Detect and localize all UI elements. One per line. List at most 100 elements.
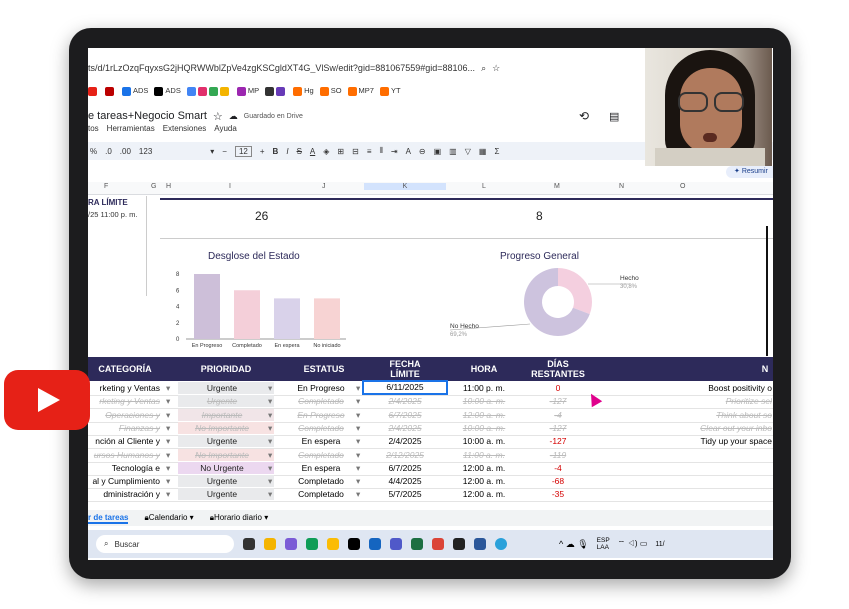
dropdown-icon[interactable]: ▾ bbox=[356, 449, 361, 460]
col-m[interactable]: M bbox=[554, 183, 560, 190]
chrome-icon[interactable] bbox=[432, 538, 444, 550]
address-bar[interactable]: ts/d/1rLzOzqFqyxsG2jHQRWWblZpVe4zgKSCgld… bbox=[88, 58, 773, 78]
text-color-button[interactable]: A bbox=[309, 146, 316, 156]
font-decrease-button[interactable]: − bbox=[222, 146, 227, 156]
valign-icon[interactable]: ⫴ bbox=[379, 146, 383, 155]
bar-chart[interactable]: 0 2 4 6 8 En Progreso Completado En espera No in… bbox=[168, 264, 368, 349]
dropdown-icon[interactable]: ▾ bbox=[166, 476, 171, 487]
table-row[interactable]: ursos Humanos y ▾ No Importante ▾ Completado… bbox=[88, 448, 773, 463]
cell-prioridad[interactable] bbox=[178, 382, 274, 394]
dropdown-icon[interactable]: ▾ bbox=[356, 409, 361, 420]
dropdown-icon[interactable]: ▾ bbox=[356, 489, 361, 500]
cell-estatus[interactable]: En espera bbox=[301, 462, 341, 473]
bookmark-mp7[interactable]: MP7 bbox=[347, 86, 374, 96]
font-increase-button[interactable]: + bbox=[259, 146, 265, 156]
cell-prioridad[interactable] bbox=[178, 475, 274, 488]
teams-icon[interactable] bbox=[390, 538, 402, 550]
menu-herramientas[interactable]: Herramientas bbox=[106, 124, 155, 133]
language-indicator[interactable]: ESP LAA bbox=[596, 537, 610, 551]
cell-categoria[interactable]: Finanzas y bbox=[118, 422, 160, 433]
store-icon[interactable] bbox=[369, 538, 381, 550]
star-icon[interactable]: ☆ bbox=[492, 62, 501, 73]
col-h[interactable]: H bbox=[166, 183, 172, 190]
cell-note[interactable]: Prioritize sel bbox=[725, 396, 772, 407]
cell-estatus[interactable]: Completado bbox=[298, 449, 344, 460]
cell-hora[interactable]: 12:00 a. m. bbox=[462, 476, 506, 487]
cell-hora[interactable]: 10:00 a. m. bbox=[462, 422, 506, 433]
telegram-icon[interactable] bbox=[495, 538, 507, 550]
dropdown-icon[interactable]: ▾ bbox=[268, 422, 273, 433]
copilot-icon[interactable] bbox=[285, 538, 297, 550]
cell-hora[interactable]: 12:00 a. m. bbox=[462, 462, 506, 473]
dropdown-icon[interactable]: ▾ bbox=[356, 476, 361, 487]
col-f[interactable]: F bbox=[104, 183, 109, 190]
cell-prioridad[interactable] bbox=[178, 488, 274, 501]
cell-dias[interactable]: -119 bbox=[549, 449, 567, 460]
cell-prioridad[interactable] bbox=[178, 448, 274, 461]
tiktok-icon[interactable] bbox=[348, 538, 360, 550]
dropdown-icon[interactable]: ▾ bbox=[268, 409, 273, 420]
bold-button[interactable]: B bbox=[272, 146, 279, 156]
cell-categoria[interactable]: rketing y Ventas bbox=[99, 383, 160, 393]
menu-ayuda[interactable]: Ayuda bbox=[214, 124, 237, 133]
table-row[interactable]: Operaciones y ▾ Importante ▾ En Progreso ▾ 6/7… bbox=[88, 408, 773, 423]
tab-horario[interactable]: 🔒︎Horario diario ▾ bbox=[209, 513, 269, 522]
col-g[interactable]: G bbox=[151, 183, 157, 190]
dropdown-icon[interactable]: ▾ bbox=[166, 409, 171, 420]
functions-icon[interactable]: Σ bbox=[494, 146, 500, 156]
bookmark-ads-2[interactable]: ADS bbox=[154, 86, 181, 96]
dropdown-icon[interactable]: ▾ bbox=[268, 436, 273, 447]
dropdown-icon[interactable]: ▾ bbox=[166, 422, 171, 433]
history-icon[interactable]: ⟲ bbox=[578, 109, 590, 123]
table-row[interactable]: rketing y Ventas ▾ Urgente ▾ Completado ▾ 2/4/… bbox=[88, 395, 773, 410]
col-i[interactable]: I bbox=[229, 183, 231, 190]
cell-prioridad[interactable] bbox=[178, 395, 274, 408]
bookmark-hg[interactable]: Hg bbox=[293, 86, 314, 96]
decimal-decrease-button[interactable]: .0 bbox=[105, 146, 112, 156]
cell-estatus[interactable]: Completado bbox=[298, 396, 344, 407]
files-icon[interactable] bbox=[264, 538, 276, 550]
comment-icon[interactable]: ▤ bbox=[609, 110, 620, 123]
font-size-field[interactable]: 12 bbox=[234, 145, 252, 157]
cell-dias[interactable]: -127 bbox=[549, 436, 567, 447]
cell-categoria[interactable]: dministración y bbox=[103, 489, 160, 500]
col-j[interactable]: J bbox=[322, 183, 326, 190]
cell-estatus[interactable]: En espera bbox=[301, 436, 341, 447]
pie-slice[interactable] bbox=[524, 268, 590, 336]
wrap-icon[interactable]: ⇥ bbox=[390, 146, 398, 156]
bar[interactable] bbox=[194, 274, 220, 339]
dropdown-icon[interactable]: ▾ bbox=[166, 462, 171, 473]
dropdown-icon[interactable]: ▾ bbox=[166, 383, 171, 393]
cell-estatus[interactable]: Completado bbox=[298, 422, 344, 433]
cell-hora[interactable]: 12:00 a. m. bbox=[462, 409, 506, 420]
bar[interactable] bbox=[274, 298, 300, 339]
cell-dias[interactable]: -127 bbox=[549, 422, 567, 433]
dropdown-icon[interactable]: ▾ bbox=[356, 422, 361, 433]
cell-prioridad[interactable] bbox=[178, 421, 274, 434]
dropdown-icon[interactable]: ▾ bbox=[356, 396, 361, 407]
dropdown-icon[interactable]: ▾ bbox=[166, 449, 171, 460]
table-row[interactable]: nción al Cliente y ▾ Urgente ▾ En espera ▾ 2/4… bbox=[88, 435, 773, 450]
cell-fecha[interactable]: 2/12/2025 bbox=[386, 449, 424, 460]
col-o[interactable]: O bbox=[680, 183, 686, 190]
netflix-bookmark-icon[interactable] bbox=[105, 86, 116, 96]
cell-prioridad[interactable] bbox=[178, 435, 274, 448]
cell-dias[interactable]: -68 bbox=[551, 476, 565, 487]
cell-categoria[interactable]: al y Cumplimiento bbox=[92, 476, 160, 487]
fill-color-icon[interactable]: ◈ bbox=[323, 146, 330, 156]
cell-categoria[interactable]: ursos Humanos y bbox=[93, 449, 160, 460]
word-icon[interactable] bbox=[474, 538, 486, 550]
col-l[interactable]: L bbox=[482, 183, 486, 190]
font-dropdown[interactable]: ▾ bbox=[210, 146, 215, 156]
table-row[interactable]: rketing y Ventas ▾ Urgente ▾ En Progreso ▾ 6/1… bbox=[88, 380, 773, 396]
filter-icon[interactable]: ▽ bbox=[464, 146, 471, 156]
cell-hora[interactable]: 11:00 p. m. bbox=[463, 383, 505, 393]
dropdown-icon[interactable]: ▾ bbox=[268, 383, 273, 393]
align-icon[interactable]: ≡ bbox=[366, 146, 372, 156]
strikethrough-button[interactable]: S bbox=[296, 146, 302, 156]
dropdown-icon[interactable]: ▾ bbox=[356, 383, 361, 393]
cell-note[interactable]: Clear out your inbo bbox=[700, 422, 772, 433]
cell-dias[interactable]: -4 bbox=[554, 462, 562, 473]
cell-note[interactable]: Boost positivity o bbox=[708, 383, 772, 393]
link-icon[interactable]: ⊖ bbox=[418, 146, 426, 156]
